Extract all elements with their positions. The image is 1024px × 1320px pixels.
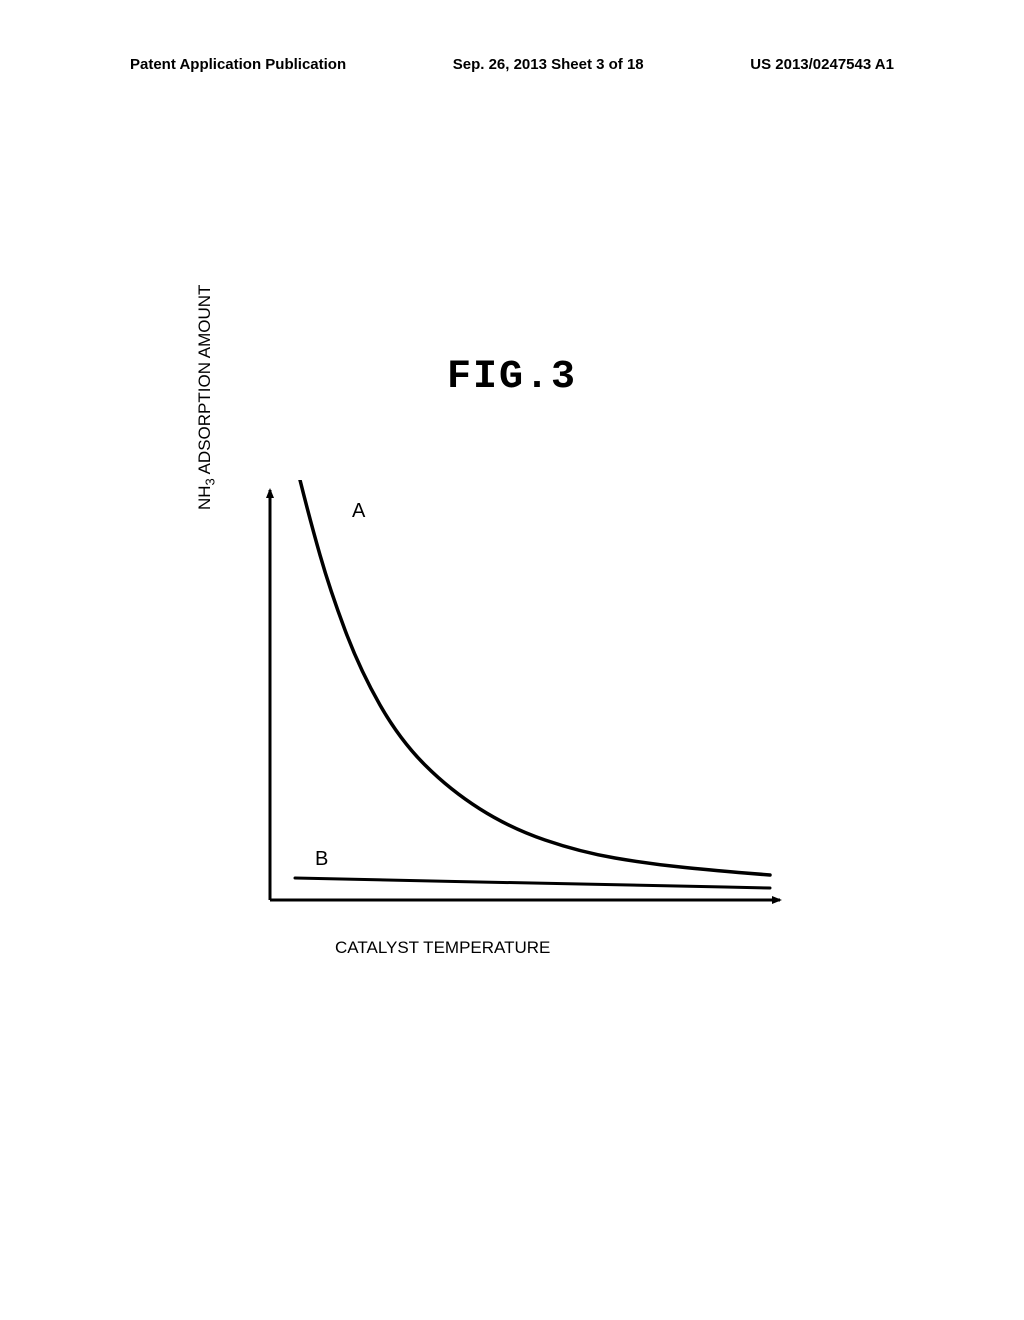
patent-header: Patent Application Publication Sep. 26, … bbox=[0, 56, 1024, 73]
curve-label-b: B bbox=[315, 848, 328, 871]
header-left: Patent Application Publication bbox=[130, 56, 346, 73]
x-axis-label: CATALYST TEMPERATURE bbox=[335, 938, 550, 958]
header-right: US 2013/0247543 A1 bbox=[750, 56, 894, 73]
curve-label-a: A bbox=[352, 500, 365, 523]
header-center: Sep. 26, 2013 Sheet 3 of 18 bbox=[453, 56, 644, 73]
y-axis-label: NH3 ADSORPTION AMOUNT bbox=[195, 285, 217, 510]
chart-axes bbox=[266, 488, 782, 904]
figure-title: FIG.3 bbox=[0, 355, 1024, 400]
chart-svg bbox=[230, 480, 790, 940]
chart-curves bbox=[295, 480, 770, 888]
chart-container bbox=[230, 480, 790, 940]
